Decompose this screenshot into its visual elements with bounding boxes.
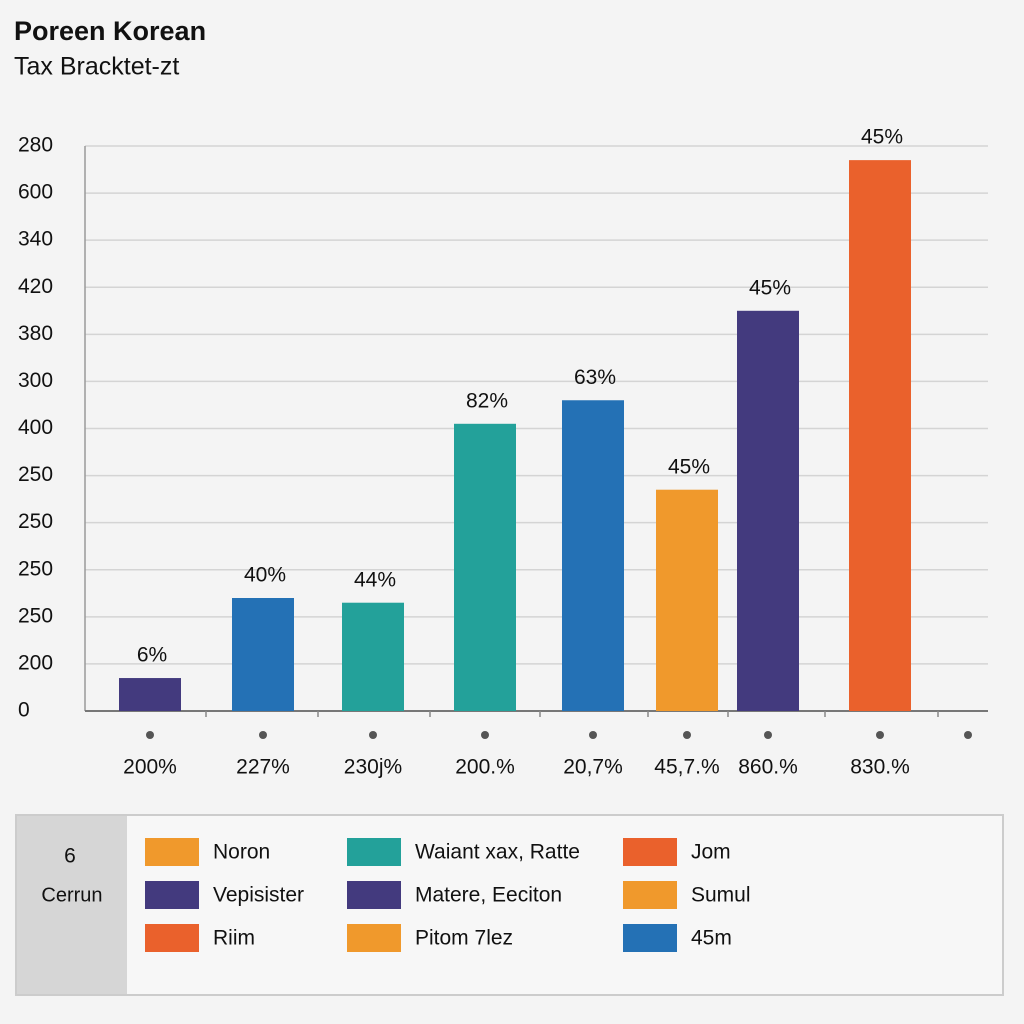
legend-label: Noron (213, 841, 270, 864)
legend-label: 45m (691, 927, 732, 950)
legend-swatch (145, 838, 199, 866)
bar (454, 423, 516, 711)
legend-label: Vepisister (213, 884, 304, 907)
bar-annotation: 45% (861, 126, 903, 149)
chart-subtitle: Tax Bracktet-zt (14, 53, 179, 81)
x-tick-label: 45,7.% (654, 756, 719, 779)
y-tick-label: 200 (18, 651, 53, 674)
legend-swatch (623, 838, 677, 866)
legend-label: Riim (213, 927, 255, 950)
legend-swatch (623, 881, 677, 909)
x-dot (764, 731, 772, 739)
legend-swatch (347, 881, 401, 909)
x-tick-label: 200% (123, 756, 177, 779)
x-dot (146, 731, 154, 739)
legend-swatch (623, 924, 677, 952)
x-tick-label: 227% (236, 756, 290, 779)
legend-heading: 6 (64, 845, 76, 868)
x-dot (481, 731, 489, 739)
bar-annotation: 45% (749, 276, 791, 299)
legend-label: Jom (691, 841, 731, 864)
bar (342, 602, 404, 711)
y-tick-label: 250 (18, 557, 53, 580)
y-tick-label: 280 (18, 134, 53, 157)
y-tick-label: 420 (18, 275, 53, 298)
bar (656, 489, 718, 711)
y-tick-label: 250 (18, 510, 53, 533)
bar-annotation: 82% (466, 389, 508, 412)
chart-title: Poreen Korean (14, 16, 206, 46)
y-tick-label: 250 (18, 463, 53, 486)
x-dot (683, 731, 691, 739)
bar (737, 310, 799, 711)
x-tick-label: 860.% (738, 756, 798, 779)
bar-annotation: 45% (668, 455, 710, 478)
x-dividers (205, 711, 939, 717)
bar-annotation: 44% (354, 568, 396, 591)
legend-label: Matere, Eeciton (415, 884, 562, 907)
x-dot (259, 731, 267, 739)
x-dot (369, 731, 377, 739)
x-tick-label: 830.% (850, 756, 910, 779)
legend-swatch (347, 838, 401, 866)
bar-annotation: 6% (137, 644, 167, 667)
x-dot (589, 731, 597, 739)
y-tick-label: 340 (18, 228, 53, 251)
x-dot (964, 731, 972, 739)
legend-swatch (145, 924, 199, 952)
legend-label: Sumul (691, 884, 751, 907)
y-tick-label: 0 (18, 699, 30, 722)
x-dot (876, 731, 884, 739)
legend-heading: Cerrun (41, 884, 102, 906)
legend-swatch (145, 881, 199, 909)
x-tick-label: 200.% (455, 756, 515, 779)
x-tick-label: 230j% (344, 756, 402, 779)
bar-annotation: 63% (574, 366, 616, 389)
y-tick-label: 400 (18, 416, 53, 439)
y-tick-label: 250 (18, 604, 53, 627)
y-tick-label: 300 (18, 369, 53, 392)
y-tick-label: 600 (18, 181, 53, 204)
bar (849, 160, 911, 711)
bar (562, 400, 624, 711)
legend-label: Waiant xax, Ratte (415, 841, 580, 864)
legend-label: Pitom 7lez (415, 927, 513, 950)
legend-swatch (347, 924, 401, 952)
bar (119, 678, 181, 711)
legend-side-panel (17, 816, 127, 994)
x-tick-label: 20,7% (563, 756, 623, 779)
bar-annotation: 40% (244, 564, 286, 587)
bar (232, 598, 294, 711)
y-tick-label: 380 (18, 322, 53, 345)
